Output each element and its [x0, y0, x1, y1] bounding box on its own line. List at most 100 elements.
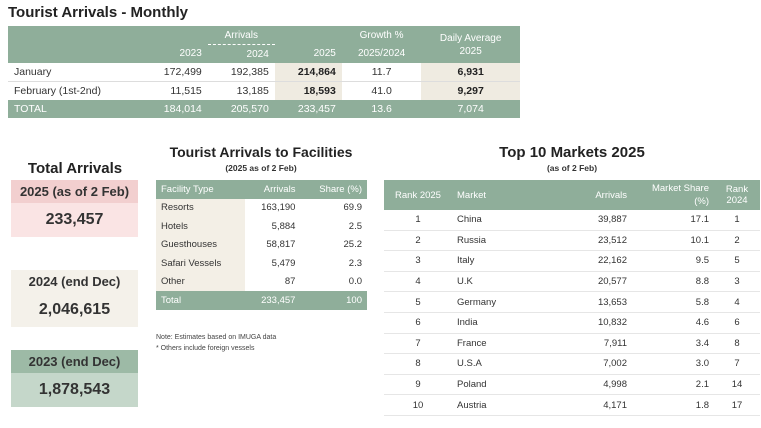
total-2025-value: 233,457 [11, 203, 138, 237]
market-row: 10 Austria 4,171 1.8 17 [384, 394, 760, 416]
monthly-header-row-2: 2023 2024 2025 2025/2024 [8, 44, 520, 63]
total-growth: 13.6 [371, 103, 392, 115]
facility-type: Guesthouses [156, 235, 245, 254]
market-arrivals: 7,002 [542, 353, 632, 375]
facility-row: Safari Vessels 5,479 2.3 [156, 254, 367, 273]
market-share: 4.6 [632, 312, 714, 334]
market-rank: 7 [384, 333, 452, 355]
facility-share-header: Share (%) [319, 183, 362, 195]
market-rank: 3 [384, 250, 452, 272]
market-arrivals: 39,887 [542, 210, 632, 231]
market-row: 2 Russia 23,512 10.1 2 [384, 230, 760, 252]
total-2025: 233,457 [297, 103, 336, 115]
growth-period-header: 2025/2024 [357, 48, 406, 60]
daily-average-header: Daily Average 2025 [421, 26, 520, 63]
market-share: 8.8 [632, 271, 714, 293]
market-name: Poland [452, 374, 542, 396]
facility-row: Hotels 5,884 2.5 [156, 217, 367, 236]
market-rank: 5 [384, 291, 452, 313]
market-rank: 4 [384, 271, 452, 293]
year-2023-header: 2023 [179, 48, 202, 60]
facility-arrivals: 87 [284, 276, 296, 288]
facility-type-header: Facility Type [161, 183, 214, 195]
market-name: France [452, 333, 542, 355]
market-share: 10.1 [632, 230, 714, 252]
market-rank: 6 [384, 312, 452, 334]
market-rank-2024: 4 [714, 291, 760, 313]
market-rank-2024: 3 [714, 271, 760, 293]
market-arrivals: 7,911 [542, 333, 632, 355]
market-name: Russia [452, 230, 542, 252]
market-row: 9 Poland 4,998 2.1 14 [384, 374, 760, 396]
market-rank-2024: 1 [714, 210, 760, 231]
facility-type: Safari Vessels [156, 254, 245, 273]
year-2025-header: 2025 [313, 48, 336, 60]
market-name: China [452, 210, 542, 231]
total-label: TOTAL [14, 103, 47, 115]
facilities-title: Tourist Arrivals to Facilities [169, 144, 353, 160]
facility-arrivals: 5,479 [271, 257, 296, 269]
market-rank-2024: 8 [714, 333, 760, 355]
arrivals-2024: 192,385 [230, 66, 269, 78]
total-arrivals-title: Total Arrivals [27, 160, 123, 177]
market-rank-2024: 17 [714, 394, 760, 416]
rank-2024-header: Rank 2024 [725, 184, 749, 206]
markets-subtitle: (as of 2 Feb) [546, 163, 598, 173]
total-2025-box: 2025 (as of 2 Feb) 233,457 [11, 180, 138, 237]
monthly-header-row-1: Arrivals Growth % Daily Average 2025 [8, 26, 520, 57]
facility-row: Guesthouses 58,817 25.2 [156, 235, 367, 254]
facilities-note-source: Note: Estimates based on IMUGA data [156, 334, 277, 341]
growth-value: 41.0 [371, 85, 392, 97]
market-rank-2024: 6 [714, 312, 760, 334]
facilities-notes: Note: Estimates based on IMUGA data * Ot… [156, 332, 276, 354]
market-rank: 10 [384, 394, 452, 416]
year-2024-header: 2024 [246, 48, 269, 60]
facility-total-arrivals: 233,457 [261, 294, 296, 306]
facilities-table: Facility Type Arrivals Share (%) Resorts… [156, 180, 367, 310]
facility-total-row: Total 233,457 100 [156, 291, 367, 310]
facility-share: 0.0 [348, 276, 362, 288]
facility-row: Resorts 163,190 69.9 [156, 198, 367, 217]
daily-average-value: 9,297 [421, 81, 520, 100]
market-arrivals: 4,171 [542, 394, 632, 416]
market-name: U.K [452, 271, 542, 293]
market-share: 1.8 [632, 394, 714, 416]
facility-share: 2.3 [348, 257, 362, 269]
arrivals-2023: 11,515 [170, 85, 202, 97]
facility-arrivals: 58,817 [266, 239, 296, 251]
facility-total-share: 100 [346, 294, 362, 306]
arrivals-2024: 13,185 [236, 85, 269, 97]
market-arrivals: 23,512 [542, 230, 632, 252]
market-name: U.S.A [452, 353, 542, 375]
total-daily-average: 7,074 [457, 103, 484, 115]
facility-share: 25.2 [343, 239, 363, 251]
month-label: February (1st-2nd) [14, 85, 101, 97]
total-2023-box: 2023 (end Dec) 1,878,543 [11, 350, 138, 407]
daily-average-label: Daily Average [439, 32, 502, 44]
facility-type: Resorts [156, 198, 245, 217]
facility-share: 69.9 [343, 202, 363, 214]
market-rank-2024: 5 [714, 250, 760, 272]
market-rank-2024: 14 [714, 374, 760, 396]
total-2023: 184,014 [163, 103, 202, 115]
facilities-note-others: * Others include foreign vessels [156, 345, 255, 352]
total-2024-box: 2024 (end Dec) 2,046,615 [11, 270, 138, 327]
month-label: January [14, 66, 52, 78]
page-title: Tourist Arrivals - Monthly [8, 4, 189, 21]
facilities-subtitle: (2025 as of 2 Feb) [225, 163, 297, 173]
markets-title: Top 10 Markets 2025 [499, 144, 645, 161]
markets-header-row: Rank 2025 Market Arrivals Market Share (… [384, 180, 760, 210]
market-rank: 1 [384, 210, 452, 231]
arrivals-group-header: Arrivals [207, 26, 275, 45]
arrivals-2023: 172,499 [163, 66, 202, 78]
rank-2025-header: Rank 2025 [395, 189, 441, 201]
market-header: Market [457, 189, 487, 201]
facility-arrivals: 163,190 [261, 202, 296, 214]
market-share: 3.4 [632, 333, 714, 355]
daily-average-year: 2025 [459, 45, 482, 57]
market-arrivals: 4,998 [542, 374, 632, 396]
market-row: 7 France 7,911 3.4 8 [384, 333, 760, 355]
facility-type: Other [156, 272, 245, 291]
market-row: 4 U.K 20,577 8.8 3 [384, 271, 760, 293]
market-name: India [452, 312, 542, 334]
